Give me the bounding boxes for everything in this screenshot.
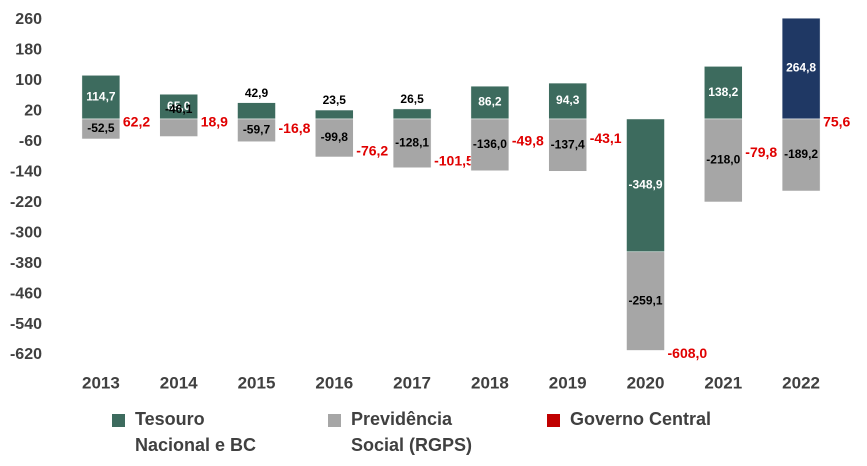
bar [237,118,276,142]
bar [81,75,121,120]
x-tick-label: 2018 [471,373,509,392]
chart: 260 180 100 20 -60 -140 -220 -300 -380 -460 -540 -6… [10,11,851,392]
value-label: 264,8 [786,61,816,75]
total-label: -101,5 [434,152,474,168]
bar [781,17,821,120]
bar [392,118,432,168]
legend-item: Tesouro Nacional e BC [112,409,256,458]
value-label: 138,2 [708,85,738,99]
legend-swatch [328,414,341,427]
value-label: 86,2 [478,95,502,109]
x-tick-label: 2021 [704,373,742,392]
x-tick-label: 2022 [782,373,820,392]
bar [392,108,432,120]
bar [548,118,587,172]
y-tick-label: -220 [10,194,42,211]
total-label: -16,8 [279,120,311,136]
y-tick-label: -60 [19,133,42,150]
bar [315,109,354,120]
legend-item: Governo Central [547,409,711,432]
y-tick-label: 180 [15,42,42,59]
value-label: 26,5 [400,92,424,106]
value-label: -137,4 [551,137,585,151]
value-label: -99,8 [321,130,349,144]
y-tick-label: -540 [10,316,42,333]
bar [159,118,198,137]
total-label: 75,6 [823,114,850,130]
total-label: 62,2 [123,114,150,130]
x-tick-label: 2013 [82,373,120,392]
legend: Tesouro Nacional e BC Previdência Social … [0,409,867,466]
bar [626,251,665,351]
bar [781,118,821,192]
bar [704,66,743,120]
value-label: 94,3 [556,93,580,107]
value-label: -52,5 [87,121,115,135]
legend-label: Governo Central [570,409,712,429]
total-label: 18,9 [201,114,228,130]
value-label: -59,7 [243,123,271,137]
bar [470,118,510,171]
value-label: -128,1 [395,136,429,150]
bar [315,118,354,158]
x-tick-label: 2016 [315,373,353,392]
x-tick-label: 2019 [549,373,587,392]
total-label: -608,0 [668,345,708,361]
value-label: 65,0 [167,99,191,113]
bar [159,93,198,120]
legend-swatch [112,414,125,427]
bar [237,102,276,120]
value-label: 114,7 [86,89,116,103]
bar [704,118,743,203]
total-label: -76,2 [356,143,388,159]
y-tick-label: -460 [10,285,42,302]
x-tick-label: 2015 [238,373,276,392]
y-tick-label: 100 [15,72,42,89]
y-tick-label: -300 [10,224,42,241]
value-label: -46,1 [165,102,193,116]
value-label: -259,1 [628,293,662,307]
bar [470,85,510,120]
y-tick-label: 260 [15,11,42,28]
value-label: -136,0 [473,137,507,151]
y-tick-label: -380 [10,255,42,272]
legend-label: Previdência Social (RGPS) [351,409,473,455]
value-label: -348,9 [628,178,662,192]
value-label: -218,0 [706,153,740,167]
x-tick-label: 2014 [160,373,198,392]
y-tick-label: -140 [10,163,42,180]
bar [626,118,665,253]
y-tick-label: 20 [24,103,42,120]
value-label: -189,2 [784,147,818,161]
total-label: -43,1 [590,130,622,146]
y-tick-label: -620 [10,346,42,363]
x-tick-label: 2017 [393,373,431,392]
x-tick-label: 2020 [627,373,665,392]
total-label: -49,8 [512,133,544,149]
bar [81,118,121,140]
legend-swatch [547,414,560,427]
legend-item: Previdência Social (RGPS) [328,409,472,458]
value-label: 23,5 [323,93,347,107]
total-label: -79,8 [745,144,777,160]
value-label: 42,9 [245,86,269,100]
legend-label: Tesouro Nacional e BC [135,409,257,455]
